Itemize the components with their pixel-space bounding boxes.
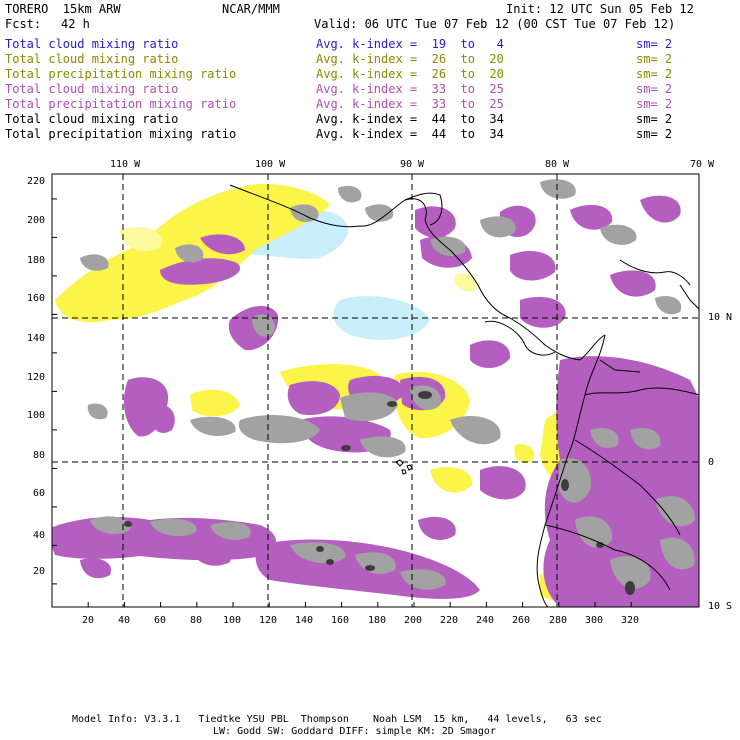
coastlines <box>229 184 699 607</box>
legend-avg-3: Avg. k-index = 26 to 20 <box>316 67 504 81</box>
legend-avg-7: Avg. k-index = 44 to 34 <box>316 127 504 141</box>
legend-sm-4: sm= 2 <box>636 82 673 96</box>
legend-field-5: Total precipitation mixing ratio <box>5 97 237 111</box>
lon-label-110w: 110 W <box>110 159 141 170</box>
y-tick-180: 180 <box>27 255 46 266</box>
forecast-hour: 42 h <box>61 17 90 31</box>
x-tick-300: 300 <box>585 615 604 626</box>
y-tick-80: 80 <box>33 450 46 461</box>
legend-field-3: Total precipitation mixing ratio <box>5 67 237 81</box>
lon-label-80w: 80 W <box>545 159 570 170</box>
gray-cloud-layer <box>80 179 695 590</box>
model-title: TORERO 15km ARW <box>5 2 121 16</box>
y-tick-200: 200 <box>27 215 46 226</box>
y-tick-60: 60 <box>33 488 46 499</box>
dark-precip-cores <box>124 391 635 595</box>
physics-info-footer: LW: Godd SW: Goddard DIFF: simple KM: 2D… <box>213 726 496 737</box>
legend-sm-3: sm= 2 <box>636 67 673 81</box>
plot-frame <box>51 173 700 608</box>
legend-sm-6: sm= 2 <box>636 112 673 126</box>
lon-label-70w: 70 W <box>690 159 715 170</box>
org-label: NCAR/MMM <box>222 2 280 16</box>
x-tick-140: 140 <box>295 615 314 626</box>
x-tick-220: 220 <box>440 615 459 626</box>
valid-time: Valid: 06 UTC Tue 07 Feb 12 (00 CST Tue … <box>314 17 676 31</box>
forecast-label: Fcst: <box>5 17 42 31</box>
y-tick-20: 20 <box>33 566 46 577</box>
legend-avg-6: Avg. k-index = 44 to 34 <box>316 112 504 126</box>
legend-sm-5: sm= 2 <box>636 97 673 111</box>
legend-sm-7: sm= 2 <box>636 127 673 141</box>
legend-field-2: Total cloud mixing ratio <box>5 52 179 66</box>
legend-avg-4: Avg. k-index = 33 to 25 <box>316 82 504 96</box>
legend-avg-1: Avg. k-index = 19 to 4 <box>316 37 504 51</box>
legend-sm-1: sm= 2 <box>636 37 673 51</box>
x-tick-320: 320 <box>621 615 640 626</box>
legend-field-6: Total cloud mixing ratio <box>5 112 179 126</box>
x-tick-240: 240 <box>476 615 495 626</box>
init-time: Init: 12 UTC Sun 05 Feb 12 <box>506 2 694 16</box>
x-tick-280: 280 <box>549 615 568 626</box>
axis-ticks <box>52 198 632 607</box>
y-tick-40: 40 <box>33 530 46 541</box>
graticule-lines <box>52 174 699 607</box>
y-tick-100: 100 <box>27 410 46 421</box>
x-tick-100: 100 <box>223 615 242 626</box>
x-tick-40: 40 <box>118 615 131 626</box>
legend-field-1: Total cloud mixing ratio <box>5 37 179 51</box>
x-tick-20: 20 <box>82 615 95 626</box>
x-tick-60: 60 <box>154 615 167 626</box>
model-info-footer: Model Info: V3.3.1 Tiedtke YSU PBL Thomp… <box>72 714 602 725</box>
y-tick-140: 140 <box>27 333 46 344</box>
legend-field-7: Total precipitation mixing ratio <box>5 127 237 141</box>
lat-label-10n: 10 N <box>708 312 733 323</box>
x-tick-80: 80 <box>190 615 203 626</box>
lat-label-10s: 10 S <box>708 601 733 612</box>
x-tick-120: 120 <box>259 615 278 626</box>
legend-avg-5: Avg. k-index = 33 to 25 <box>316 97 504 111</box>
lat-label-0: 0 <box>708 457 715 468</box>
x-tick-200: 200 <box>404 615 423 626</box>
legend-field-4: Total cloud mixing ratio <box>5 82 179 96</box>
x-tick-160: 160 <box>331 615 350 626</box>
x-tick-260: 260 <box>512 615 531 626</box>
lon-label-90w: 90 W <box>400 159 425 170</box>
lon-label-100w: 100 W <box>255 159 286 170</box>
x-tick-180: 180 <box>368 615 387 626</box>
y-tick-220: 220 <box>27 176 46 187</box>
legend-sm-2: sm= 2 <box>636 52 673 66</box>
y-tick-160: 160 <box>27 293 46 304</box>
y-tick-120: 120 <box>27 372 46 383</box>
legend-avg-2: Avg. k-index = 26 to 20 <box>316 52 504 66</box>
